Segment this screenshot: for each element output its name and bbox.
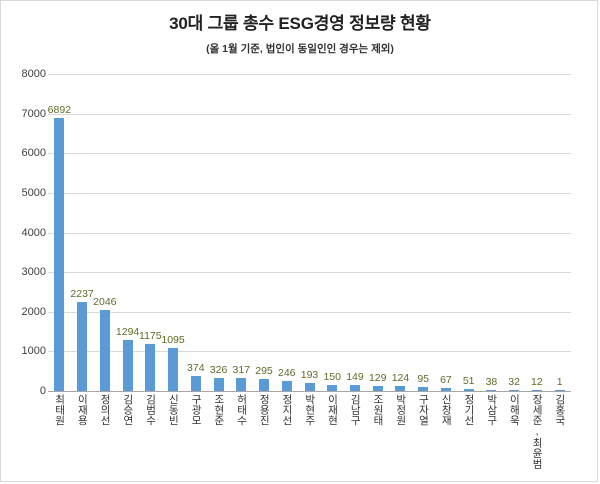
bar-value-label: 193 <box>300 369 319 382</box>
bar[interactable] <box>509 389 520 391</box>
bar-value-label: 12 <box>531 376 543 388</box>
y-axis-tick-label: 2000 <box>21 305 46 318</box>
plot-area: 6892 2237 2046 1294 1175 1095 374 326 317 295 246 1… <box>47 74 571 392</box>
x-axis-category-label: 정지선 <box>281 394 293 426</box>
x-axis-category-label: 이재현 <box>326 394 339 426</box>
x-axis-category-label: 구자열 <box>417 394 430 426</box>
x-axis-labels: 최태원 이재용 정의선 김승연 김범수 신동빈 구광모 조현준 허태수 정용진 정지선 박현주 이재현 김… <box>48 394 571 482</box>
x-axis-category-label: 박삼구 <box>485 394 498 426</box>
bar[interactable] <box>54 117 65 391</box>
chart-subtitle: (올 1월 기준, 법인이 동일인인 경우는 제외) <box>206 43 394 55</box>
gridline <box>48 113 571 115</box>
x-axis-category-label: 김남구 <box>349 394 362 426</box>
bar[interactable] <box>77 302 88 391</box>
y-axis-tick-label: 4000 <box>21 226 46 239</box>
x-axis-category-label: 조현준 <box>212 394 225 426</box>
x-axis-category-label: 장세준,최윤범 <box>531 394 544 469</box>
bar-value-label: 374 <box>187 362 205 375</box>
x-axis-category-label: 허태수 <box>235 394 248 426</box>
bar-value-label: 32 <box>508 375 520 388</box>
bar-value-label: 1175 <box>139 330 162 343</box>
gridline <box>48 351 571 353</box>
x-axis-line <box>48 391 571 392</box>
bar[interactable] <box>440 388 451 391</box>
bar[interactable] <box>259 379 270 391</box>
bar-value-label: 150 <box>323 371 341 384</box>
gridline <box>48 192 571 194</box>
bar[interactable] <box>168 347 179 391</box>
y-axis-tick-label: 0 <box>39 385 46 397</box>
bar[interactable] <box>99 309 110 391</box>
x-axis-category-label: 조원태 <box>371 394 384 426</box>
x-axis-category-label: 박정원 <box>394 394 407 426</box>
bar[interactable] <box>236 378 247 391</box>
bar[interactable] <box>122 339 133 391</box>
bar-value-label: 1095 <box>161 333 185 346</box>
x-axis-category-label: 김범수 <box>144 394 157 426</box>
bar-value-label: 6892 <box>47 103 72 116</box>
bar[interactable] <box>304 383 315 391</box>
bar[interactable] <box>463 388 474 391</box>
x-axis-category-label: 김승연 <box>121 394 134 426</box>
bar-value-label: 246 <box>277 367 296 380</box>
bar[interactable] <box>418 387 429 391</box>
bar-value-label: 129 <box>368 371 387 384</box>
x-axis-category-label: 정의선 <box>99 394 112 426</box>
bar-value-label: 124 <box>391 372 410 385</box>
x-axis-category-label: 구광모 <box>190 394 203 426</box>
y-axis-tick-label: 6000 <box>21 147 46 160</box>
y-axis-tick-label: 3000 <box>21 266 46 279</box>
bar-value-label: 95 <box>417 373 430 386</box>
bar[interactable] <box>190 376 201 391</box>
y-axis-tick-label: 8000 <box>21 68 46 80</box>
x-axis-category-label: 최태원 <box>53 394 66 426</box>
bar[interactable] <box>554 390 565 391</box>
x-axis-category-label: 정기선 <box>462 394 475 426</box>
bar-value-label: 149 <box>346 371 364 384</box>
x-axis-category-label: 김홍국 <box>553 394 566 426</box>
gridline <box>48 311 571 313</box>
bar-value-label: 1 <box>556 376 563 388</box>
bar-value-label: 317 <box>232 364 251 377</box>
x-axis-category-label: 박현주 <box>303 394 316 426</box>
x-axis-category-label: 신창재 <box>440 394 453 426</box>
gridline <box>48 272 571 274</box>
bar[interactable] <box>486 389 497 391</box>
x-axis-category-label: 정용진 <box>258 394 271 426</box>
bar-value-label: 2046 <box>93 295 117 308</box>
x-axis-category-label: 이해욱 <box>508 394 521 426</box>
x-axis-category-label: 이재용 <box>76 394 89 426</box>
bar[interactable] <box>327 385 338 391</box>
y-axis: 0 1000 2000 3000 4000 5000 6000 7000 8000 <box>1 68 46 397</box>
gridline <box>48 153 571 155</box>
gridline <box>48 74 571 75</box>
bar-value-label: 67 <box>440 374 452 387</box>
bar-value-label: 295 <box>255 365 273 378</box>
bar-value-label: 38 <box>485 375 498 388</box>
bar[interactable] <box>372 385 383 391</box>
y-axis-tick-label: 7000 <box>21 107 46 120</box>
bar[interactable] <box>213 378 224 391</box>
y-axis-tick-label: 1000 <box>21 345 46 358</box>
gridline <box>48 232 571 234</box>
bar[interactable] <box>531 390 542 391</box>
bar-value-label: 51 <box>462 374 475 387</box>
y-axis-tick-label: 5000 <box>21 186 46 199</box>
x-axis-category-label: 신동빈 <box>167 394 180 426</box>
bar[interactable] <box>281 381 292 391</box>
bar-value-label: 2237 <box>70 288 94 301</box>
bar[interactable] <box>395 386 406 391</box>
bar[interactable] <box>145 344 156 391</box>
bar-value-label: 326 <box>209 364 228 377</box>
bar-value-label: 1294 <box>115 325 140 338</box>
bar[interactable] <box>349 385 360 391</box>
chart-title: 30대 그룹 총수 ESG경영 정보량 현황 <box>169 14 431 33</box>
